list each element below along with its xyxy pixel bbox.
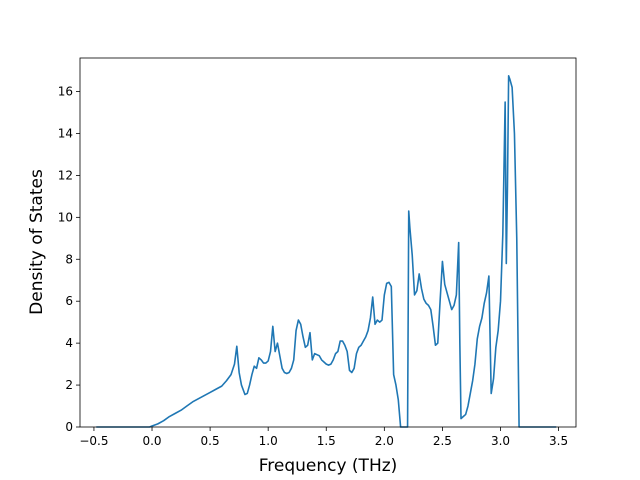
x-tick-label: 3.5 xyxy=(549,434,568,448)
y-tick-label: 8 xyxy=(65,252,73,266)
x-tick-label: 1.0 xyxy=(259,434,278,448)
x-tick-label: 2.0 xyxy=(375,434,394,448)
x-axis-ticks: −0.5 0.0 0.5 1.0 1.5 2.0 2.5 3.0 3.5 xyxy=(79,427,568,448)
series-layer xyxy=(96,75,557,428)
plot-frame xyxy=(79,57,577,428)
y-tick-label: 14 xyxy=(58,126,73,140)
y-axis-label: Density of States xyxy=(27,169,47,315)
x-tick-label: 0.0 xyxy=(142,434,161,448)
y-tick-label: 4 xyxy=(65,336,73,350)
y-axis-ticks: 0 2 4 6 8 10 12 14 16 xyxy=(58,85,80,434)
x-tick-label: 0.5 xyxy=(201,434,220,448)
y-tick-label: 0 xyxy=(65,420,73,434)
y-tick-label: 12 xyxy=(58,168,73,182)
y-tick-label: 10 xyxy=(58,210,73,224)
dos-series-line-0 xyxy=(96,75,557,428)
x-tick-label: 3.0 xyxy=(491,434,510,448)
x-axis-label: Frequency (THz) xyxy=(259,456,398,476)
y-tick-label: 2 xyxy=(65,378,73,392)
x-tick-label: 2.5 xyxy=(433,434,452,448)
x-tick-label: −0.5 xyxy=(79,434,108,448)
y-tick-label: 6 xyxy=(65,294,73,308)
x-tick-label: 1.5 xyxy=(317,434,336,448)
y-tick-label: 16 xyxy=(58,85,73,99)
